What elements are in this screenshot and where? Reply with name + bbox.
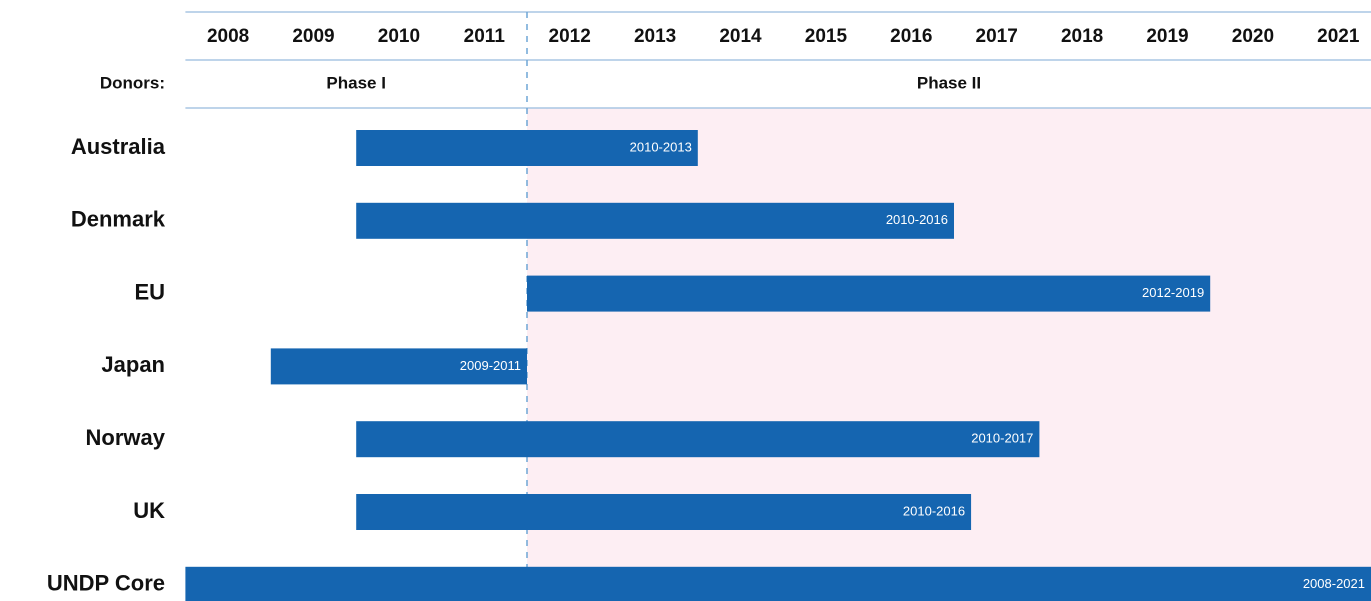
row-label: UNDP Core (47, 571, 165, 596)
row-label: Japan (101, 352, 165, 377)
phase-label: Phase I (326, 73, 386, 92)
bar (356, 494, 972, 530)
bar-label: 2010-2016 (903, 503, 965, 518)
bar-label: 2008-2021 (1303, 576, 1365, 591)
bar (185, 566, 1371, 601)
x-tick-label: 2015 (805, 26, 848, 47)
bar (527, 275, 1211, 312)
row-label: UK (133, 498, 165, 523)
x-tick-label: 2014 (719, 26, 762, 47)
bar-label: 2010-2016 (886, 212, 948, 227)
row-label: Australia (71, 134, 166, 159)
row-header: Donors: (100, 73, 165, 92)
bar-label: 2010-2013 (630, 139, 692, 154)
x-tick-label: 2019 (1146, 26, 1188, 47)
x-tick-label: 2018 (1061, 26, 1103, 47)
x-tick-label: 2008 (207, 26, 249, 47)
bar (356, 421, 1040, 458)
x-tick-label: 2016 (890, 26, 932, 47)
row-label: Denmark (71, 207, 166, 232)
row-label: Norway (86, 425, 166, 450)
x-tick-label: 2017 (976, 26, 1018, 47)
bar-label: 2012-2019 (1142, 285, 1204, 300)
bar (356, 202, 954, 239)
x-tick-label: 2021 (1317, 26, 1360, 47)
x-tick-label: 2020 (1232, 26, 1274, 47)
x-tick-label: 2010 (378, 26, 420, 47)
bar (270, 348, 527, 385)
x-tick-label: 2011 (464, 26, 506, 47)
bar (356, 130, 698, 166)
phase-label: Phase II (917, 73, 981, 92)
row-label: EU (134, 279, 165, 304)
bar-label: 2010-2017 (971, 431, 1033, 446)
x-tick-label: 2009 (292, 26, 334, 47)
x-tick-label: 2013 (634, 26, 676, 47)
x-tick-label: 2012 (549, 26, 591, 47)
bar-label: 2009-2011 (460, 358, 521, 373)
